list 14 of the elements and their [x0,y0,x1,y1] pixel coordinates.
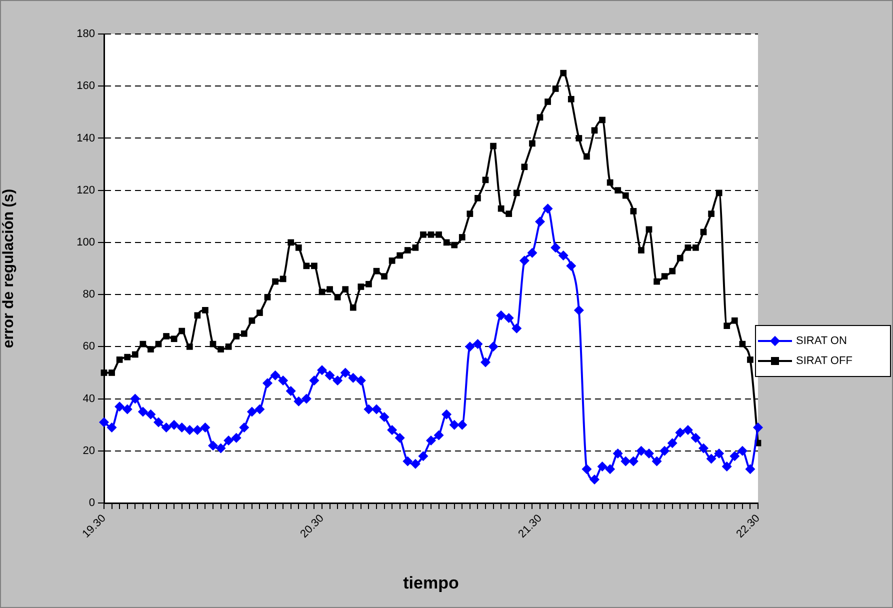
y-tick-label: 60 [82,340,95,353]
y-tick-label: 140 [76,132,95,144]
y-tick-label: 80 [82,288,95,301]
y-tick-label: 160 [76,80,95,92]
y-axis-title: error de regulación (s) [0,188,18,348]
y-tick-label: 120 [76,184,95,196]
legend-label: SIRAT ON [796,335,847,347]
y-tick-label: 0 [88,497,95,510]
y-tick-label: 100 [76,236,95,248]
y-tick-label: 40 [82,392,95,405]
x-axis-title: tiempo [403,573,459,592]
y-tick-label: 20 [82,444,95,457]
y-tick-label: 180 [76,28,95,40]
legend-label: SIRAT OFF [796,355,852,367]
